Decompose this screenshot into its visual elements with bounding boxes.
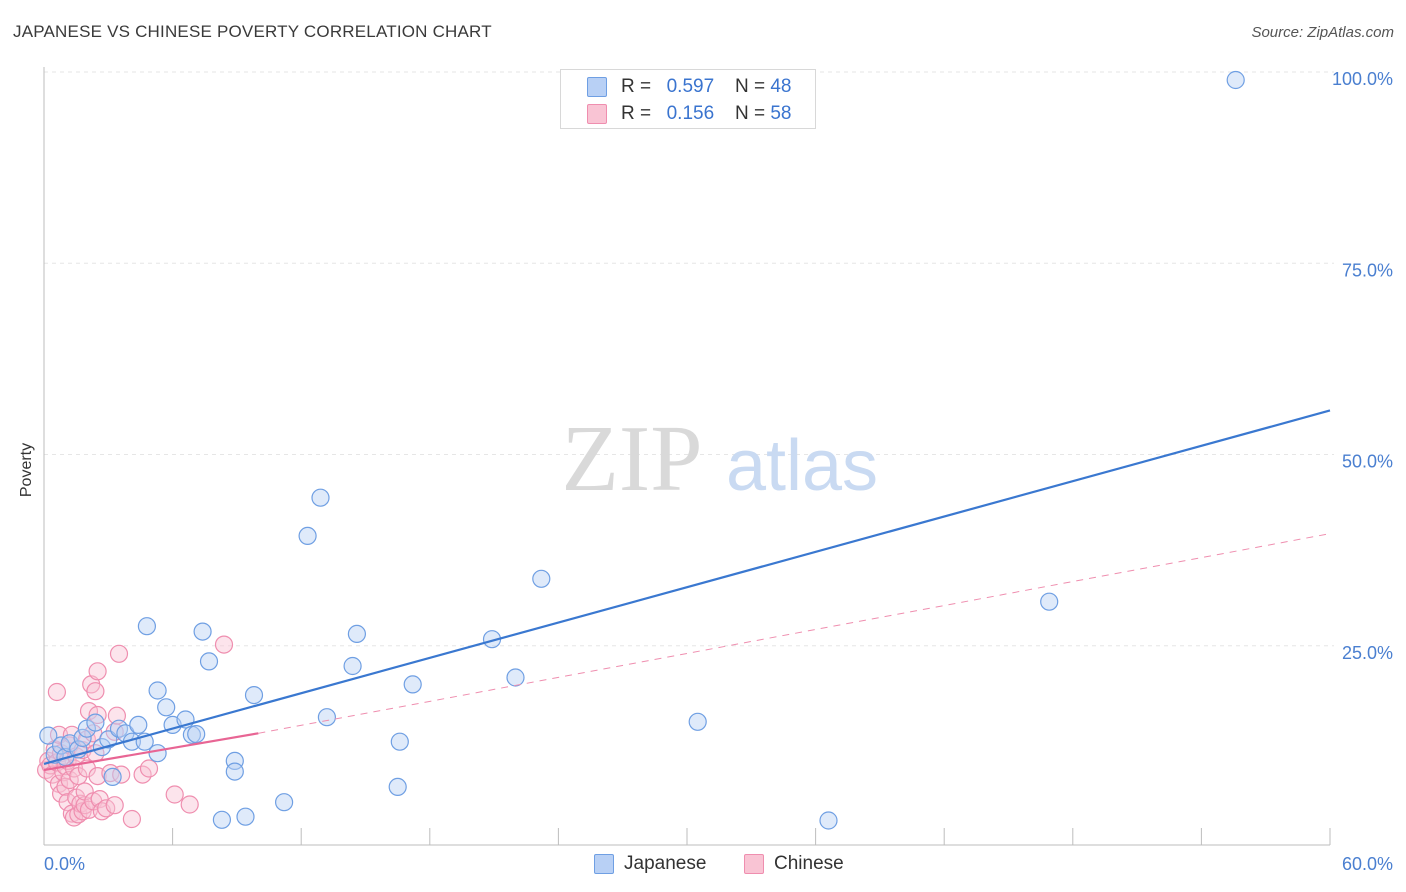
series-label-chinese: Chinese — [774, 853, 844, 874]
point-japanese — [109, 719, 129, 738]
point-chinese — [47, 682, 67, 702]
series-legend-japanese[interactable]: Japanese — [594, 853, 706, 875]
watermark: ZIP atlas — [562, 407, 879, 511]
point-japanese — [347, 624, 366, 644]
y-tick-label: 25.0% — [1342, 643, 1393, 663]
point-japanese — [137, 617, 156, 636]
point-chinese — [105, 796, 124, 815]
y-tick-label: 50.0% — [1342, 452, 1393, 472]
watermark-zip: ZIP — [562, 407, 703, 511]
point-japanese — [193, 622, 212, 641]
point-japanese — [39, 726, 58, 745]
point-japanese — [236, 807, 255, 826]
series-legend: Japanese Chinese — [0, 852, 1406, 878]
point-japanese — [819, 811, 838, 830]
gridlines — [44, 71, 1334, 647]
y-tick-label: 100.0% — [1332, 69, 1393, 89]
point-chinese — [79, 701, 99, 721]
point-chinese — [109, 644, 129, 663]
point-japanese — [275, 793, 294, 812]
legend-swatch-chinese — [587, 104, 607, 124]
x-tick-label: 0.0% — [44, 854, 85, 874]
watermark-atlas: atlas — [726, 426, 878, 506]
trend-line-japanese — [43, 409, 1331, 765]
series-swatch-chinese — [744, 854, 764, 874]
series-label-japanese: Japanese — [624, 853, 707, 874]
y-tick-label: 75.0% — [1342, 260, 1393, 280]
point-japanese — [148, 744, 167, 763]
data-points — [36, 70, 1245, 830]
source-credit: Source: ZipAtlas.com — [1251, 24, 1394, 41]
point-japanese — [148, 681, 167, 700]
point-japanese — [506, 668, 525, 687]
legend-n-label: N = — [734, 103, 766, 124]
point-japanese — [317, 708, 336, 727]
legend-r-value: 0.597 — [666, 76, 715, 97]
point-japanese — [343, 656, 362, 676]
series-legend-chinese[interactable]: Chinese — [744, 853, 844, 875]
correlation-legend: R = 0.597 N = 48 R = 0.156 N = 58 — [560, 69, 816, 129]
point-japanese — [129, 715, 148, 735]
series-swatch-japanese — [594, 854, 614, 874]
point-chinese — [139, 759, 159, 778]
legend-r-value: 0.156 — [666, 103, 715, 124]
point-japanese — [157, 698, 176, 717]
point-chinese — [86, 682, 105, 701]
point-chinese — [60, 770, 79, 790]
tick-labels: 25.0% 50.0% 75.0% 100.0% 0.0% 60.0% — [44, 69, 1393, 874]
point-japanese — [212, 810, 231, 829]
point-japanese — [1226, 70, 1245, 90]
point-japanese — [86, 713, 105, 732]
axes — [43, 67, 1331, 846]
trend-extension-chinese — [258, 533, 1331, 734]
point-japanese — [688, 712, 707, 731]
chart-title: JAPANESE VS CHINESE POVERTY CORRELATION … — [13, 22, 492, 41]
point-japanese — [311, 488, 330, 507]
point-japanese — [244, 685, 264, 705]
legend-n-label: N = — [734, 76, 766, 97]
trend-lines — [43, 409, 1331, 772]
legend-n-value: 58 — [770, 103, 792, 124]
point-chinese — [180, 795, 199, 814]
point-japanese — [73, 728, 92, 748]
legend-row-chinese: R = 0.156 N = 58 — [587, 102, 791, 126]
point-japanese — [390, 732, 409, 751]
point-japanese — [187, 724, 206, 744]
legend-n-value: 48 — [770, 76, 792, 97]
point-japanese — [1040, 592, 1059, 611]
legend-row-japanese: R = 0.597 N = 48 — [587, 75, 791, 99]
point-japanese — [298, 526, 317, 546]
point-chinese — [88, 662, 107, 681]
point-chinese — [214, 635, 234, 654]
legend-r-label: R = — [621, 76, 652, 97]
point-japanese — [225, 762, 244, 781]
trend-line-chinese — [43, 732, 259, 772]
point-japanese — [388, 777, 407, 797]
point-chinese — [122, 809, 141, 829]
point-japanese — [103, 767, 122, 787]
point-japanese — [532, 569, 551, 588]
legend-r-label: R = — [621, 103, 652, 124]
point-chinese — [165, 785, 184, 804]
point-japanese — [99, 730, 118, 749]
x-tick-label: 60.0% — [1342, 854, 1393, 874]
point-chinese — [88, 705, 107, 725]
legend-swatch-japanese — [587, 77, 607, 97]
point-japanese — [225, 751, 244, 771]
point-japanese — [403, 675, 422, 694]
point-japanese — [199, 652, 219, 671]
